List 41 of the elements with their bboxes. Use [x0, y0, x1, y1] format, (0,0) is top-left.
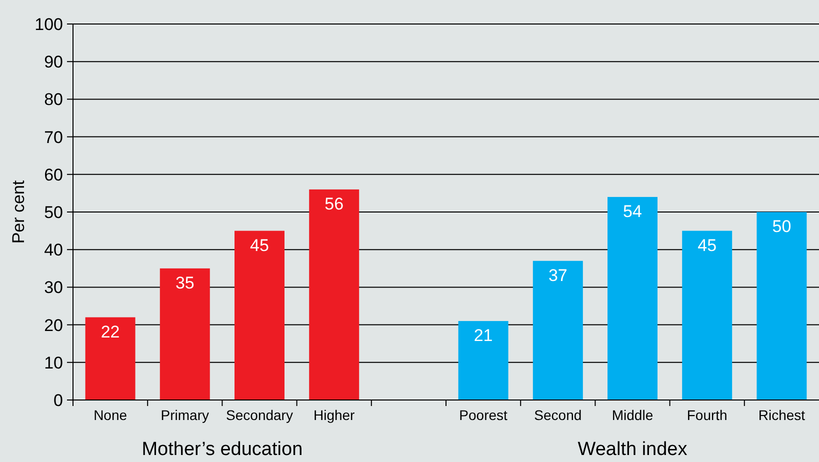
data-label: 50 [772, 217, 792, 236]
x-tick-label: Secondary [226, 407, 293, 423]
data-label: 45 [698, 236, 717, 255]
data-label: 45 [250, 236, 269, 255]
x-tick-label: None [94, 407, 128, 423]
y-tick-label: 100 [34, 14, 63, 34]
y-tick-label: 20 [44, 316, 63, 335]
data-label: 56 [324, 194, 344, 214]
y-tick-label: 0 [54, 390, 63, 410]
text: Wealth index [578, 439, 688, 460]
bar [532, 260, 583, 400]
data-label: 35 [175, 273, 194, 292]
y-tick-label: 30 [44, 278, 63, 298]
y-tick-label: 50 [44, 202, 63, 222]
bar [682, 230, 732, 400]
text: Mother’s education [142, 439, 303, 460]
x-tick-label: Fourth [686, 407, 728, 423]
data-label: 21 [474, 326, 493, 346]
bar [608, 196, 658, 400]
x-tick-label: Primary [160, 407, 210, 423]
y-tick-label: 60 [44, 165, 63, 184]
x-tick-label: Poorest [459, 407, 508, 423]
x-tick-label: Higher [313, 407, 356, 423]
y-axis-title: Per cent [9, 180, 28, 244]
y-tick-label: 70 [44, 128, 63, 147]
y-tick-label: 40 [44, 240, 63, 260]
bar [85, 317, 136, 400]
bar [756, 212, 807, 400]
x-tick-label: Second [534, 407, 582, 423]
data-label: 54 [623, 202, 642, 221]
x-tick-label: Middle [612, 407, 654, 423]
x-tick-label: Richest [758, 407, 806, 423]
bar [234, 230, 284, 400]
y-tick-label: 10 [44, 353, 63, 372]
data-label: 22 [100, 322, 120, 342]
bar [309, 189, 360, 400]
data-label: 37 [548, 266, 568, 285]
bar [160, 268, 210, 400]
y-tick-label: 80 [44, 90, 63, 110]
y-tick-label: 90 [44, 52, 63, 72]
bar [458, 321, 508, 400]
